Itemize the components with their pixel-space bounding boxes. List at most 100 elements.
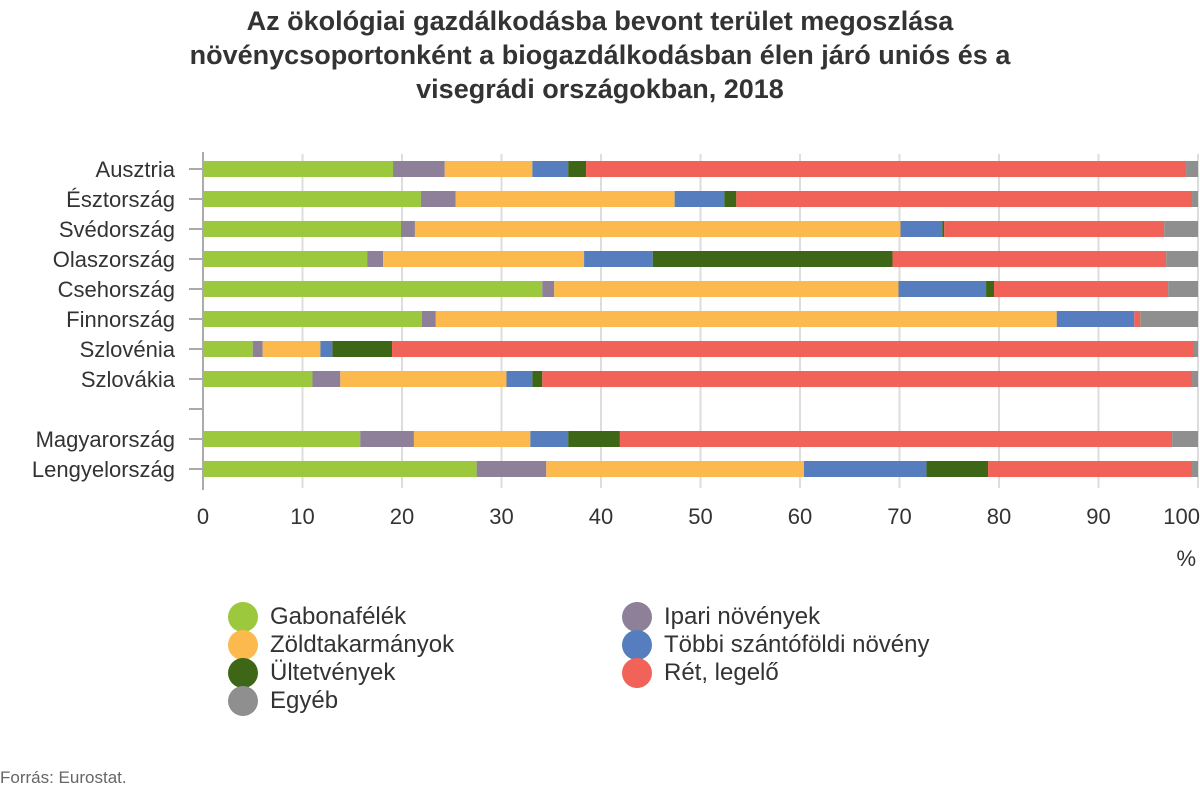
bar-segment-rét-legelő <box>944 221 1165 237</box>
category-label: Svédország <box>59 217 175 242</box>
bar-segment-rét-legelő <box>994 281 1169 297</box>
bar-segment-többi-szántóföldi-növény <box>674 191 725 207</box>
bar-segment-ipari-növények <box>360 431 414 447</box>
legend-dot-icon <box>228 602 258 632</box>
category-label: Lengyelország <box>32 457 175 482</box>
bar-segment-gabonafélék <box>203 341 253 357</box>
legend-label: Ipari növények <box>664 603 821 630</box>
category-label: Olaszország <box>53 247 175 272</box>
legend-item-ultetvenyek[interactable]: Ültetvények <box>228 658 395 688</box>
category-label: Ausztria <box>96 157 176 182</box>
legend-item-egyeb[interactable]: Egyéb <box>228 686 338 716</box>
legend-dot-icon <box>622 630 652 660</box>
bar-segment-rét-legelő <box>736 191 1193 207</box>
x-tick-label: 10 <box>290 504 314 529</box>
bar-segment-ültetvények <box>724 191 737 207</box>
axes <box>189 152 204 490</box>
bar-segment-egyéb <box>1164 221 1198 237</box>
bar-segment-ipari-növények <box>421 311 436 327</box>
x-tick-label: 40 <box>589 504 613 529</box>
bar-segment-zöldtakarmányok <box>546 461 804 477</box>
bar-segment-gabonafélék <box>203 251 368 267</box>
bar-segment-rét-legelő <box>619 431 1173 447</box>
x-tick-label: 30 <box>489 504 513 529</box>
x-tick-label: 60 <box>788 504 812 529</box>
x-tick-labels: 0 10 20 30 40 50 60 70 80 90 100 <box>197 504 1200 529</box>
bar-segment-egyéb <box>1192 461 1198 477</box>
bar-segment-ipari-növények <box>420 191 456 207</box>
bar-segment-ipari-növények <box>312 371 341 387</box>
bar-segment-ültetvények <box>942 221 945 237</box>
bar-segment-ültetvények <box>652 251 893 267</box>
bar-segment-rét-legelő <box>988 461 1193 477</box>
bar-segment-gabonafélék <box>203 311 422 327</box>
bar-segment-ipari-növények <box>252 341 263 357</box>
bar-segment-egyéb <box>1194 341 1198 357</box>
legend-item-ipari-novenyek[interactable]: Ipari növények <box>622 602 820 632</box>
bar-segment-ültetvények <box>986 281 995 297</box>
x-axis-label: % <box>1176 546 1196 571</box>
x-tick-label: 90 <box>1086 504 1110 529</box>
bar-segment-zöldtakarmányok <box>455 191 675 207</box>
bar-segment-egyéb <box>1166 251 1198 267</box>
bar-segment-zöldtakarmányok <box>383 251 585 267</box>
bar-segment-rét-legelő <box>1134 311 1141 327</box>
bar-segment-rét-legelő <box>392 341 1195 357</box>
bar-segment-rét-legelő <box>542 371 1193 387</box>
bar-segment-többi-szántóföldi-növény <box>506 371 533 387</box>
bar-segment-ipari-növények <box>393 161 445 177</box>
bar-segment-egyéb <box>1186 161 1198 177</box>
legend-label: Ültetvények <box>270 659 396 686</box>
bar-segment-zöldtakarmányok <box>435 311 1057 327</box>
legend-label: Rét, legelő <box>664 659 779 686</box>
x-tick-label: 20 <box>390 504 414 529</box>
bar-segment-ültetvények <box>568 431 620 447</box>
bar-segment-gabonafélék <box>203 371 313 387</box>
legend-item-zoldtakarmanyok[interactable]: Zöldtakarmányok <box>228 630 454 660</box>
category-label: Finnország <box>66 307 175 332</box>
category-label: Magyarország <box>36 427 175 452</box>
bar-segment-többi-szántóföldi-növény <box>900 221 943 237</box>
legend-label: Egyéb <box>270 687 339 714</box>
bar-segment-többi-szántóföldi-növény <box>532 161 569 177</box>
bar-segment-többi-szántóföldi-növény <box>584 251 653 267</box>
bar-segment-zöldtakarmányok <box>414 221 901 237</box>
bar-segment-zöldtakarmányok <box>262 341 321 357</box>
title-line: Az ökológiai gazdálkodásba bevont terüle… <box>246 6 954 36</box>
legend-item-gabonafelek[interactable]: Gabonafélék <box>228 602 406 632</box>
bar-segment-rét-legelő <box>586 161 1187 177</box>
category-label: Szlovénia <box>80 337 176 362</box>
bar-segment-többi-szántóföldi-növény <box>898 281 987 297</box>
legend-dot-icon <box>228 658 258 688</box>
legend-label: Zöldtakarmányok <box>270 631 455 658</box>
bar-segment-zöldtakarmányok <box>413 431 531 447</box>
bar-segment-gabonafélék <box>203 431 361 447</box>
bar-segment-ültetvények <box>926 461 989 477</box>
category-label: Csehország <box>58 277 175 302</box>
bar-segment-ültetvények <box>532 371 543 387</box>
legend-dot-icon <box>622 658 652 688</box>
bar-segment-gabonafélék <box>203 191 421 207</box>
bar-segment-többi-szántóföldi-növény <box>1056 311 1135 327</box>
bar-segment-egyéb <box>1168 281 1198 297</box>
bar-segment-többi-szántóföldi-növény <box>320 341 333 357</box>
bar-segment-zöldtakarmányok <box>444 161 533 177</box>
chart-title: Az ökológiai gazdálkodásba bevont terüle… <box>0 4 1200 106</box>
bar-segment-ültetvények <box>568 161 587 177</box>
bar-segment-többi-szántóföldi-növény <box>803 461 927 477</box>
legend-dot-icon <box>228 686 258 716</box>
bar-segment-ipari-növények <box>542 281 555 297</box>
bar-segment-rét-legelő <box>892 251 1167 267</box>
legend-item-tobbi-szantofoldi[interactable]: Többi szántóföldi növény <box>622 630 930 660</box>
stacked-bar-chart: Ausztria Észtország Svédország Olaszország C… <box>32 152 1200 571</box>
bar-segment-gabonafélék <box>203 281 543 297</box>
bar-segment-gabonafélék <box>203 461 477 477</box>
legend-item-ret-legelo[interactable]: Rét, legelő <box>622 658 779 688</box>
x-tick-label: 100 <box>1163 504 1200 529</box>
bar-segment-egyéb <box>1192 371 1198 387</box>
legend-label: Többi szántóföldi növény <box>664 631 930 658</box>
bar-segment-gabonafélék <box>203 221 402 237</box>
x-tick-label: 0 <box>197 504 209 529</box>
bar-segment-ültetvények <box>332 341 393 357</box>
bar-segment-egyéb <box>1172 431 1198 447</box>
